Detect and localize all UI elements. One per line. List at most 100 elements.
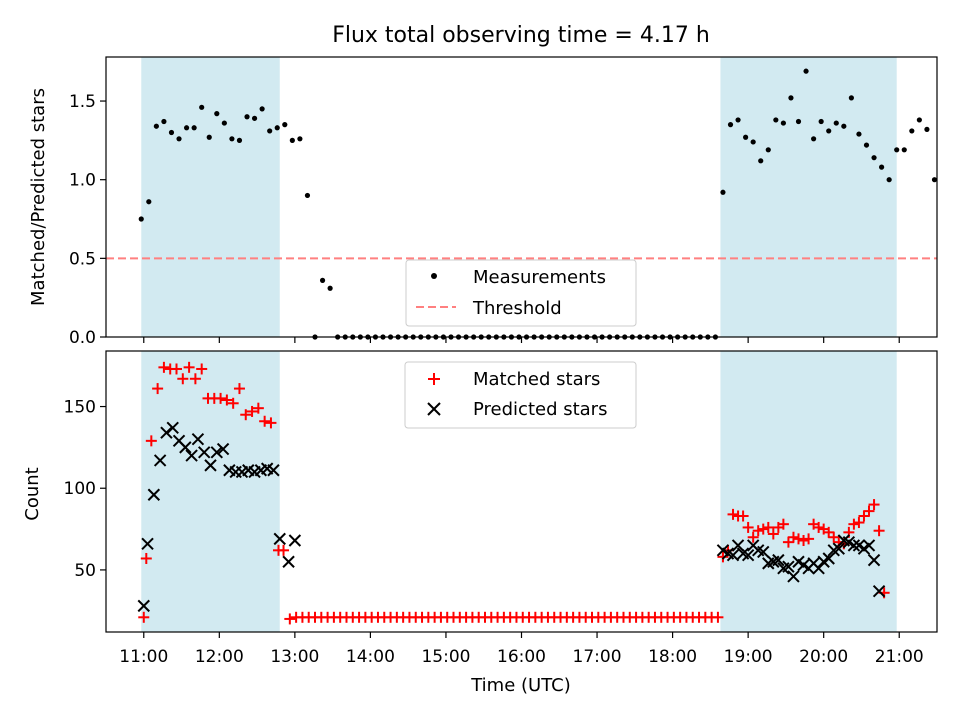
predicted-point (210, 446, 224, 459)
observing-band-1 (720, 57, 897, 337)
x-tick-label: 19:00 (724, 647, 773, 667)
measurement-point (841, 123, 847, 129)
matched-point (858, 510, 870, 522)
predicted-point (141, 537, 154, 550)
matched-point (221, 394, 233, 406)
matched-point (828, 531, 840, 543)
x-tick-label: 18:00 (648, 647, 697, 667)
matched-point (138, 611, 150, 623)
matched-point (284, 613, 296, 625)
measurement-point (229, 136, 235, 142)
measurement-point (267, 128, 273, 134)
count-y-label: Count (22, 467, 43, 520)
count-x-ticks: 11:00 12:00 13:00 14:00 15:00 16:00 17:00 18:00… (119, 632, 924, 667)
measurement-point (871, 155, 877, 161)
measurement-point (780, 120, 786, 126)
matched-point (240, 409, 252, 421)
x-tick-label: 17:00 (573, 647, 622, 667)
measurement-point (720, 189, 726, 195)
predicted-point (757, 545, 770, 559)
matched-point (747, 531, 759, 543)
measurement-point (931, 177, 938, 183)
chart-title: Flux total observing time = 4.17 h (332, 23, 710, 48)
measurement-point (901, 147, 907, 153)
matched-point (777, 518, 789, 530)
measurement-point (894, 147, 900, 153)
legend-measurements-marker (431, 273, 437, 279)
predicted-point (772, 553, 785, 567)
ratio-panel: 0.0 0.5 1.0 1.5 Matched/Predicted stars Mea… (28, 56, 938, 348)
x-tick-label: 15:00 (421, 647, 470, 667)
x-tick-label: 12:00 (195, 647, 244, 667)
predicted-point (179, 441, 192, 454)
predicted-point (847, 539, 861, 552)
measurement-point (327, 285, 333, 291)
matched-point (717, 551, 729, 563)
matched-point (762, 521, 774, 533)
measurement-point (909, 128, 915, 134)
count-legend: Matched stars Predicted stars (404, 361, 637, 429)
predicted-point (832, 542, 845, 555)
legend-predicted-marker (427, 402, 441, 416)
matched-point (171, 363, 183, 375)
matched-point (227, 397, 239, 409)
matched-point (767, 528, 779, 540)
measurement-point (818, 118, 824, 125)
matched-point (757, 523, 769, 535)
y-tick-label: 50 (74, 561, 96, 581)
predicted-point (862, 539, 876, 552)
matched-point (752, 525, 764, 537)
measurement-point (727, 122, 734, 128)
measurement-point (833, 120, 839, 126)
predicted-point (867, 553, 881, 567)
measurement-point (244, 114, 250, 120)
matched-point (152, 383, 164, 395)
predicted-point (137, 599, 150, 613)
predicted-point (204, 459, 217, 472)
measurement-point (773, 117, 779, 123)
matched-point (278, 544, 290, 556)
matched-point (742, 521, 754, 533)
predicted-point (731, 539, 745, 552)
predicted-point (282, 555, 295, 568)
count-y-ticks: 50 100 150 (64, 398, 106, 581)
matched-point (853, 517, 865, 529)
predicted-point (782, 560, 795, 573)
predicted-point (185, 449, 198, 462)
measurement-point (319, 277, 326, 283)
measurement-point (826, 128, 832, 134)
observing-band-0 (141, 57, 280, 337)
measurement-point (206, 134, 212, 140)
ratio-y-ticks: 0.0 0.5 1.0 1.5 (69, 92, 106, 348)
legend-matched-label: Matched stars (473, 369, 600, 390)
matched-point (782, 536, 794, 548)
ratio-y-label: Matched/Predicted stars (28, 88, 49, 306)
matched-point (798, 535, 810, 547)
measurement-point (274, 125, 280, 131)
measurement-point (153, 123, 159, 129)
matched-point (183, 361, 195, 373)
measurement-point (879, 164, 885, 170)
matched-point (145, 435, 157, 447)
predicted-point (198, 446, 211, 459)
predicted-point (166, 421, 179, 434)
observing-band-1 (720, 351, 897, 632)
ratio-x-ticks (143, 337, 900, 343)
matched-point (712, 611, 724, 623)
predicted-point (273, 532, 286, 546)
ratio-legend-box (405, 259, 637, 327)
measurement-point (259, 106, 265, 112)
matched-point (863, 505, 875, 517)
matched-point (848, 518, 860, 530)
measurement-point (138, 216, 144, 222)
measurement-point (221, 120, 227, 126)
measurement-point (788, 95, 794, 101)
measurement-point (236, 137, 243, 143)
matched-point (793, 533, 804, 545)
count-legend-box (404, 361, 637, 429)
measurement-point (146, 199, 152, 205)
x-tick-label: 16:00 (497, 647, 546, 667)
x-tick-label: 11:00 (119, 647, 168, 667)
